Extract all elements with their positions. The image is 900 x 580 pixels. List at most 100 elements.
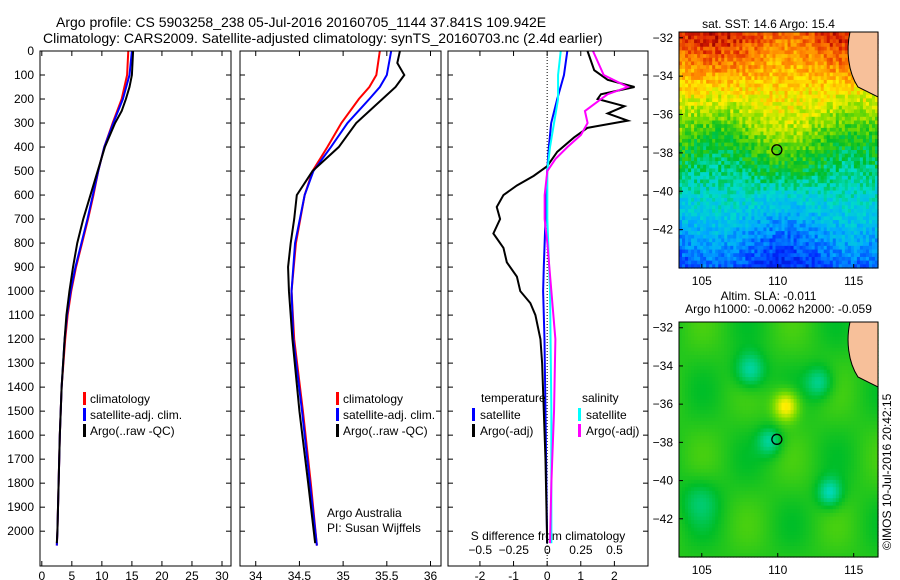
heatmap-cell [835,333,840,338]
heatmap-cell [835,253,840,258]
heatmap-cell [760,83,765,88]
heatmap-cell [766,150,771,155]
heatmap-cell [742,347,746,352]
heatmap-cell [826,135,831,140]
heatmap-cell [739,135,743,140]
heatmap-cell [859,116,864,122]
heatmap-cell [811,344,816,349]
heatmap-cell [700,260,704,265]
heatmap-cell [685,220,689,225]
heatmap-cell [730,135,734,140]
heatmap-cell [805,234,810,240]
heatmap-cell [814,194,819,199]
heatmap-cell [721,209,725,214]
heatmap-cell [808,190,813,195]
heatmap-cell [691,153,695,158]
heatmap-cell [856,94,861,99]
heatmap-cell [718,57,722,63]
heatmap-cell [841,57,846,63]
heatmap-cell [820,79,825,85]
heatmap-cell [844,50,849,55]
heatmap-cell [691,190,695,195]
heatmap-cell [703,32,707,37]
heatmap-cell [760,201,765,206]
heatmap-cell [748,164,752,170]
heatmap-cell [814,102,819,107]
heatmap-cell [745,347,749,352]
heatmap-cell [742,333,746,338]
heatmap-cell [793,105,798,111]
heatmap-cell [709,146,713,151]
heatmap-cell [724,340,728,345]
heatmap-cell [727,68,731,74]
heatmap-cell [781,245,786,251]
heatmap-cell [712,109,716,114]
heatmap-cell [853,87,858,92]
heatmap-cell [697,253,701,258]
heatmap-cell [862,168,867,173]
heatmap-cell [724,146,728,151]
heatmap-cell [703,146,707,151]
heatmap-cell [751,329,755,334]
heatmap-cell [709,72,713,77]
heatmap-cell [817,135,822,140]
heatmap-cell [853,242,858,247]
heatmap-cell [820,216,825,221]
heatmap-cell [688,124,692,129]
heatmap-cell [871,98,876,103]
heatmap-cell [700,322,704,327]
heatmap-cell [739,116,743,122]
heatmap-cell [844,109,849,114]
heatmap-cell [694,150,698,155]
heatmap-cell [745,227,749,232]
heatmap-cell [847,138,852,144]
heatmap-cell [808,127,813,133]
heatmap-cell [787,220,792,225]
heatmap-cell [790,216,795,221]
heatmap-cell [697,76,701,81]
heatmap-cell [691,242,695,247]
heatmap-cell [769,333,774,338]
heatmap-cell [736,94,740,99]
heatmap-cell [733,234,737,240]
heatmap-cell [727,50,731,55]
heatmap-cell [802,83,807,88]
heatmap-cell [784,72,789,77]
heatmap-cell [733,43,737,48]
heatmap-cell [691,253,695,258]
heatmap-cell [802,340,807,345]
heatmap-cell [751,109,755,114]
heatmap-cell [832,87,837,92]
heatmap-cell [814,150,819,155]
heatmap-cell [679,201,683,206]
heatmap-cell [763,336,768,341]
heatmap-cell [859,242,864,247]
heatmap-cell [856,249,861,254]
heatmap-cell [874,172,879,177]
heatmap-cell [850,245,855,251]
heatmap-cell [709,76,713,81]
heatmap-cell [829,322,834,327]
heatmap-cell [799,32,804,37]
heatmap-cell [784,234,789,240]
heatmap-cell [736,142,740,147]
heatmap-cell [835,102,840,107]
heatmap-cell [802,113,807,118]
heatmap-cell [697,39,701,44]
heatmap-cell [730,253,734,258]
heatmap-cell [757,249,762,254]
heatmap-cell [835,57,840,63]
heatmap-cell [733,212,737,217]
heatmap-cell [841,50,846,55]
heatmap-cell [799,190,804,195]
heatmap-cell [760,209,765,214]
heatmap-cell [784,87,789,92]
heatmap-cell [832,124,837,129]
heatmap-cell [835,238,840,243]
heatmap-cell [682,57,686,63]
heatmap-cell [814,68,819,74]
heatmap-cell [841,161,846,166]
heatmap-cell [748,183,752,188]
heatmap-cell [865,223,870,229]
